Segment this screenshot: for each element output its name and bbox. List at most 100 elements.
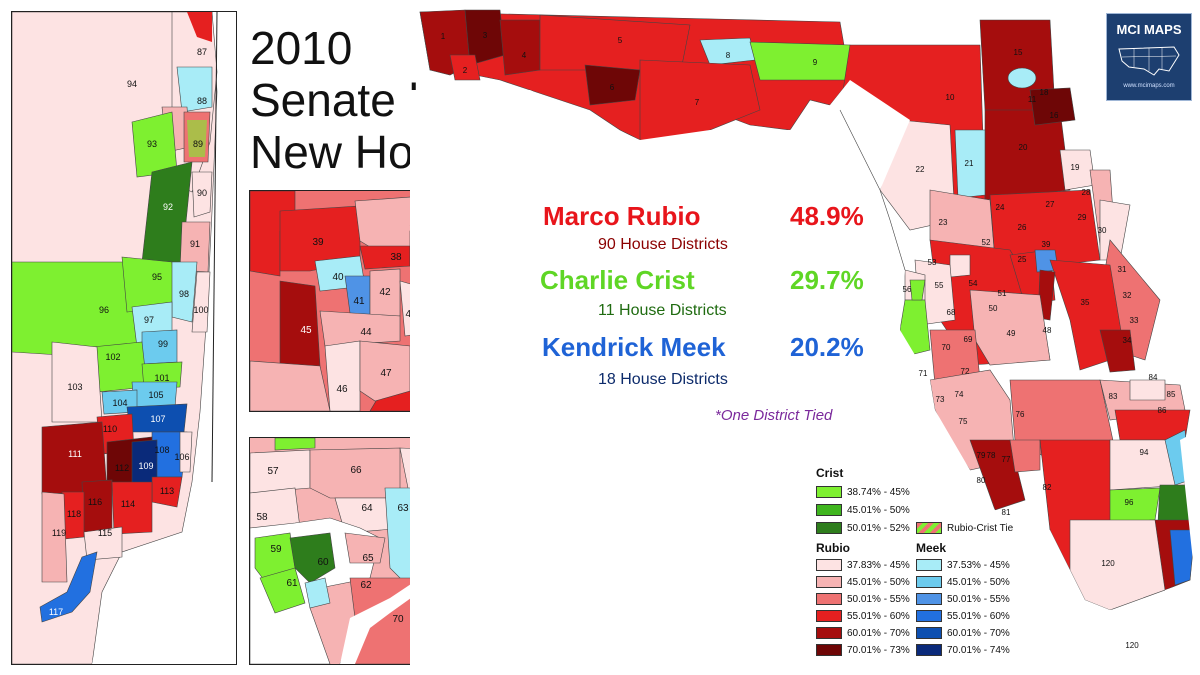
legend-label: Rubio-Crist Tie xyxy=(947,522,1014,534)
district-label-94: 94 xyxy=(127,79,137,89)
district-label-68: 68 xyxy=(947,308,956,317)
legend-label: 70.01% - 74% xyxy=(947,644,1010,656)
district-label-54: 54 xyxy=(969,279,978,288)
legend-swatch xyxy=(816,593,842,605)
legend-label: 37.53% - 45% xyxy=(947,559,1010,571)
legend-item: 50.01% - 55% xyxy=(816,592,910,606)
district-label-100: 100 xyxy=(193,305,208,315)
legend-swatch xyxy=(916,610,942,622)
district-label-2: 2 xyxy=(463,66,468,75)
district-label-95: 95 xyxy=(152,272,162,282)
district-label-83: 83 xyxy=(1109,392,1118,401)
legend-label: 45.01% - 50% xyxy=(847,504,910,516)
district-label-75: 75 xyxy=(959,417,968,426)
district-label-105: 105 xyxy=(148,390,163,400)
district-label-87: 87 xyxy=(197,47,207,57)
district-label-108: 108 xyxy=(154,445,169,455)
district-label-47: 47 xyxy=(380,368,392,379)
meek-pct: 20.2% xyxy=(790,332,864,362)
rubio-pct: 48.9% xyxy=(790,201,864,231)
district-label-7: 7 xyxy=(695,98,700,107)
district-label-65: 65 xyxy=(362,553,374,564)
district-label-107: 107 xyxy=(150,414,165,424)
district-label-6: 6 xyxy=(610,83,615,92)
district-label-23: 23 xyxy=(939,218,948,227)
district-label-76: 76 xyxy=(1016,410,1025,419)
legend-label: 37.83% - 45% xyxy=(847,559,910,571)
district-label-89: 89 xyxy=(193,139,203,149)
district-label-92: 92 xyxy=(163,202,173,212)
legend-label: 50.01% - 55% xyxy=(847,593,910,605)
district-label-55: 55 xyxy=(935,281,944,290)
district-label-103: 103 xyxy=(67,382,82,392)
legend-swatch xyxy=(916,627,942,639)
district-label-80: 80 xyxy=(977,476,986,485)
district-label-118: 118 xyxy=(67,509,81,519)
district-label-19: 19 xyxy=(1071,163,1080,172)
legend-swatch xyxy=(816,644,842,656)
meek-name: Kendrick Meek xyxy=(542,332,726,362)
legend-item: 50.01% - 52% xyxy=(816,521,910,535)
district-label-4: 4 xyxy=(522,51,527,60)
legend-title-rubio: Rubio xyxy=(816,541,850,555)
district-label-28: 28 xyxy=(1082,188,1091,197)
mci-maps-logo: MCI MAPS www.mcimaps.com xyxy=(1106,13,1192,101)
district-label-78: 78 xyxy=(987,451,996,460)
logo-label: MCI MAPS xyxy=(1116,22,1182,37)
legend-swatch xyxy=(816,486,842,498)
tie-swatch xyxy=(916,522,942,534)
usa-map-icon xyxy=(1118,46,1180,76)
district-label-20: 20 xyxy=(1019,143,1028,152)
district-label-81: 81 xyxy=(1002,508,1011,517)
legend-label: 45.01% - 50% xyxy=(947,576,1010,588)
district-label-27: 27 xyxy=(1046,200,1055,209)
legend-item: 70.01% - 74% xyxy=(916,643,1010,657)
district-label-41: 41 xyxy=(353,296,365,307)
district-label-99: 99 xyxy=(158,339,168,349)
district-label-52: 52 xyxy=(982,238,991,247)
district-label-96: 96 xyxy=(99,305,109,315)
district-label-114: 114 xyxy=(121,499,135,509)
district-label-49: 49 xyxy=(1007,329,1016,338)
district-label-106: 106 xyxy=(174,452,189,462)
legend-swatch xyxy=(916,644,942,656)
district-label-73: 73 xyxy=(936,395,945,404)
district-label-72: 72 xyxy=(961,367,970,376)
legend-item: 55.01% - 60% xyxy=(916,609,1010,623)
district-label-97: 97 xyxy=(144,315,154,325)
district-label-48: 48 xyxy=(1043,326,1052,335)
district-label-39: 39 xyxy=(312,237,324,248)
district-label-3: 3 xyxy=(483,31,488,40)
legend-swatch xyxy=(916,559,942,571)
district-label-101: 101 xyxy=(154,373,169,383)
legend-swatch xyxy=(816,559,842,571)
crist-pct: 29.7% xyxy=(790,265,864,295)
district-label-96: 96 xyxy=(1125,498,1134,507)
legend-item: 60.01% - 70% xyxy=(916,626,1010,640)
district-label-57: 57 xyxy=(267,466,279,477)
district-label-82: 82 xyxy=(1043,483,1052,492)
district-label-90: 90 xyxy=(197,188,207,198)
district-label-109: 109 xyxy=(138,461,153,471)
district-label-110: 110 xyxy=(103,424,117,434)
district-label-60: 60 xyxy=(317,557,329,568)
legend-swatch xyxy=(816,610,842,622)
district-label-66: 66 xyxy=(350,465,362,476)
district-label-44: 44 xyxy=(360,327,372,338)
district-label-1: 1 xyxy=(441,32,446,41)
legend-item: 45.01% - 50% xyxy=(816,575,910,589)
district-label-33: 33 xyxy=(1130,316,1139,325)
district-label-62: 62 xyxy=(360,580,372,591)
legend-label: 70.01% - 73% xyxy=(847,644,910,656)
statewide-map: 1 3 4 2 5 6 8 9 7 10 15 11 16 18 20 21 2… xyxy=(410,9,1200,675)
legend-label: 60.01% - 70% xyxy=(847,627,910,639)
legend-item: 50.01% - 55% xyxy=(916,592,1010,606)
legend-item: 45.01% - 50% xyxy=(816,503,910,517)
legend-item: 38.74% - 45% xyxy=(816,485,910,499)
district-label-112: 112 xyxy=(115,463,129,473)
district-label-84: 84 xyxy=(1149,373,1158,382)
district-label-51: 51 xyxy=(998,289,1007,298)
district-label-120-keys: 120 xyxy=(1125,641,1139,650)
district-label-61: 61 xyxy=(286,578,298,589)
district-label-59: 59 xyxy=(270,544,282,555)
